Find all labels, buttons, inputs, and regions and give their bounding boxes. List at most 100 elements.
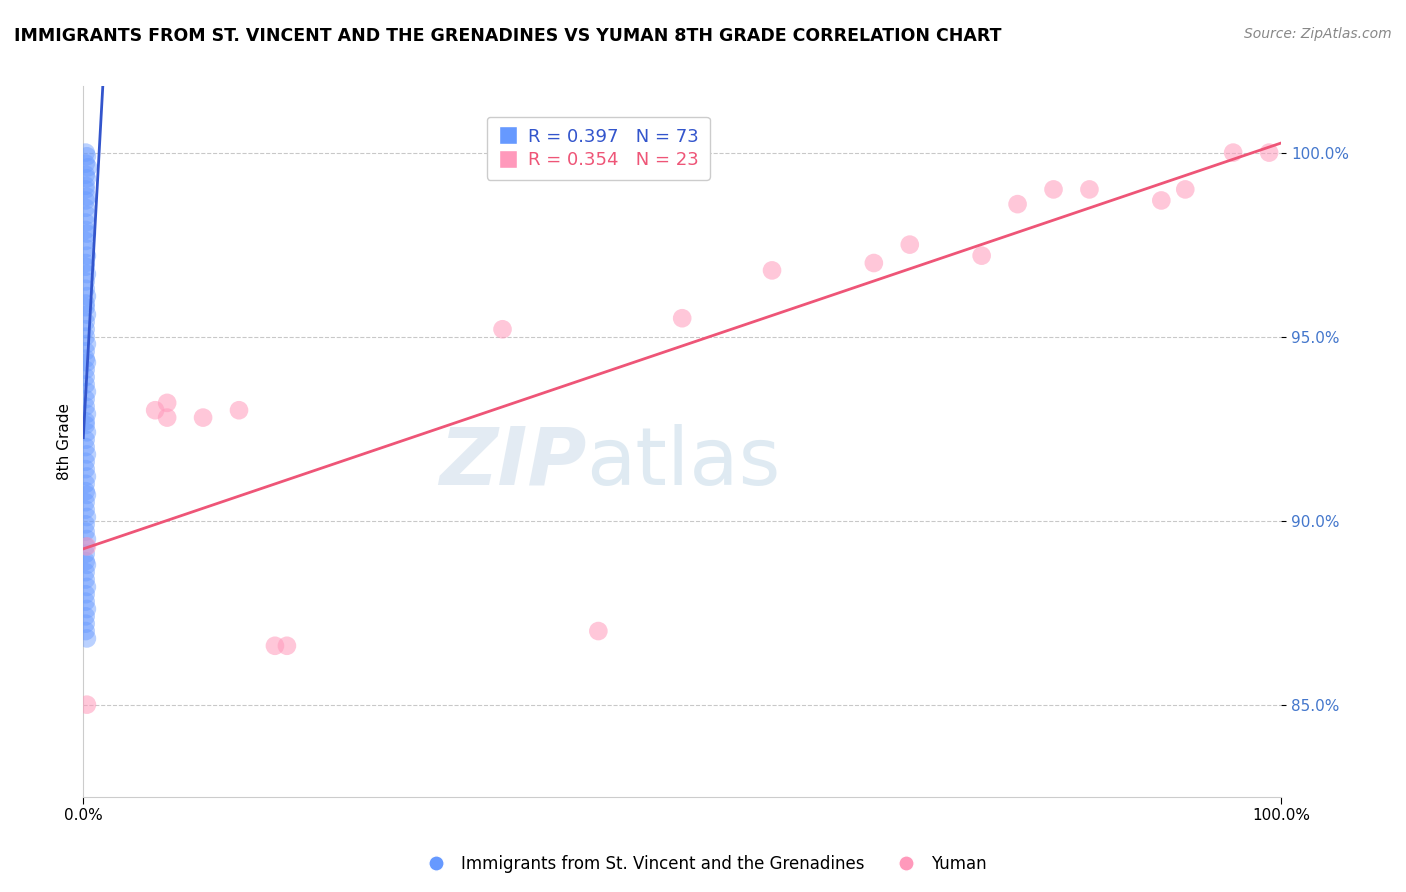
Point <box>1174 182 1197 196</box>
Point <box>75 215 97 229</box>
Point <box>1007 197 1029 211</box>
Point <box>228 403 250 417</box>
Point <box>76 425 98 440</box>
Point <box>75 392 97 407</box>
Legend: R = 0.397   N = 73, R = 0.354   N = 23: R = 0.397 N = 73, R = 0.354 N = 23 <box>486 117 710 180</box>
Point <box>75 351 97 366</box>
Point <box>671 311 693 326</box>
Point <box>75 274 97 288</box>
Point <box>76 469 98 483</box>
Point <box>761 263 783 277</box>
Point <box>76 208 98 222</box>
Point <box>75 517 97 532</box>
Point <box>75 417 97 432</box>
Point <box>75 594 97 608</box>
Point <box>75 168 97 182</box>
Point <box>75 573 97 587</box>
Point <box>863 256 886 270</box>
Point <box>75 363 97 377</box>
Point <box>75 282 97 296</box>
Point <box>264 639 287 653</box>
Point <box>76 580 98 594</box>
Point <box>75 547 97 561</box>
Point <box>75 609 97 624</box>
Point <box>491 322 513 336</box>
Point <box>75 440 97 454</box>
Point <box>76 289 98 303</box>
Point <box>75 145 97 160</box>
Point <box>156 410 179 425</box>
Point <box>75 624 97 638</box>
Point <box>75 587 97 601</box>
Text: IMMIGRANTS FROM ST. VINCENT AND THE GRENADINES VS YUMAN 8TH GRADE CORRELATION CH: IMMIGRANTS FROM ST. VINCENT AND THE GREN… <box>14 27 1001 45</box>
Point <box>75 414 97 428</box>
Point <box>76 355 98 369</box>
Point <box>75 241 97 255</box>
Point <box>1222 145 1244 160</box>
Point <box>75 462 97 476</box>
Point <box>76 384 98 399</box>
Point <box>75 495 97 509</box>
Point <box>76 558 98 572</box>
Point <box>76 267 98 281</box>
Point <box>1150 194 1173 208</box>
Point <box>76 308 98 322</box>
Point <box>75 476 97 491</box>
Point <box>76 698 98 712</box>
Point <box>191 410 214 425</box>
Point <box>75 194 97 208</box>
Legend: Immigrants from St. Vincent and the Grenadines, Yuman: Immigrants from St. Vincent and the Gren… <box>412 848 994 880</box>
Point <box>76 510 98 524</box>
Point <box>75 484 97 499</box>
Point <box>76 532 98 546</box>
Point <box>76 249 98 263</box>
Point <box>898 237 921 252</box>
Point <box>76 149 98 163</box>
Point <box>77 161 100 175</box>
Point <box>75 260 97 274</box>
Point <box>1258 145 1281 160</box>
Point <box>1078 182 1101 196</box>
Point <box>75 502 97 516</box>
Text: atlas: atlas <box>586 424 780 502</box>
Point <box>75 201 97 215</box>
Point <box>75 344 97 359</box>
Y-axis label: 8th Grade: 8th Grade <box>58 403 72 480</box>
Point <box>75 540 97 554</box>
Point <box>75 565 97 579</box>
Point <box>75 554 97 568</box>
Point <box>75 433 97 447</box>
Point <box>143 403 166 417</box>
Point <box>75 256 97 270</box>
Point <box>75 524 97 539</box>
Point <box>1042 182 1064 196</box>
Point <box>76 540 98 554</box>
Point <box>75 322 97 336</box>
Point <box>588 624 610 638</box>
Point <box>276 639 298 653</box>
Point <box>75 370 97 384</box>
Point <box>76 447 98 461</box>
Point <box>75 377 97 392</box>
Text: Source: ZipAtlas.com: Source: ZipAtlas.com <box>1244 27 1392 41</box>
Point <box>75 400 97 414</box>
Point <box>76 488 98 502</box>
Point <box>75 182 97 196</box>
Point <box>76 190 98 204</box>
Point <box>970 249 993 263</box>
Point <box>76 171 98 186</box>
Point <box>75 296 97 310</box>
Text: ZIP: ZIP <box>439 424 586 502</box>
Point <box>75 234 97 248</box>
Point <box>75 156 97 170</box>
Point <box>76 602 98 616</box>
Point <box>75 223 97 237</box>
Point <box>75 315 97 329</box>
Point <box>76 407 98 421</box>
Point <box>75 178 97 193</box>
Point <box>75 300 97 314</box>
Point <box>75 329 97 343</box>
Point <box>76 337 98 351</box>
Point <box>76 632 98 646</box>
Point <box>156 396 179 410</box>
